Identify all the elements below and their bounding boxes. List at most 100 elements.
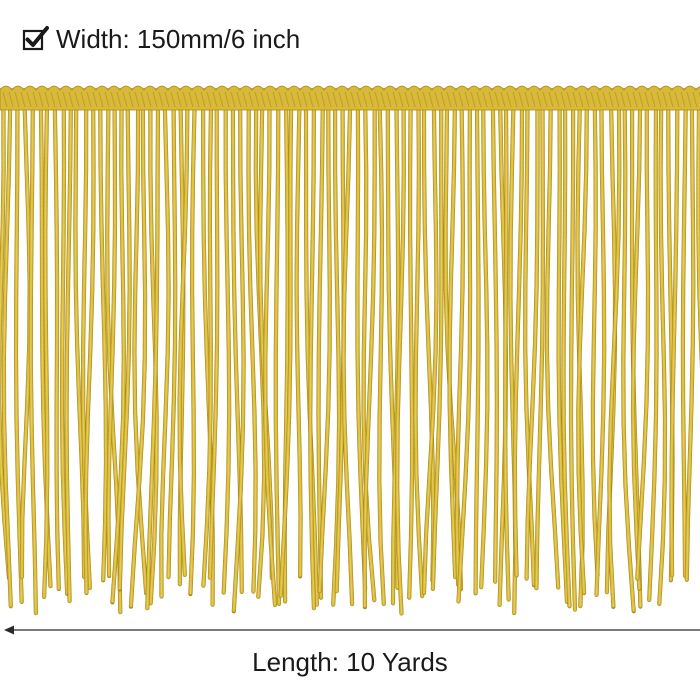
fringe-band-weave — [686, 91, 692, 108]
fringe-band-weave — [98, 91, 104, 108]
fringe-band-weave — [536, 91, 542, 108]
fringe-strand-highlight — [74, 105, 85, 577]
fringe-strand-highlight — [682, 105, 687, 576]
fringe-band-weave — [254, 91, 260, 108]
fringe-strand-highlight — [0, 105, 10, 579]
fringe-strand-highlight — [309, 105, 315, 609]
fringe-strand-highlight — [202, 105, 212, 586]
fringe-band-weave — [302, 91, 308, 108]
fringe-strand-highlight — [111, 105, 125, 603]
fringe-band-weave — [290, 91, 296, 108]
fringe-strand-highlight — [423, 105, 437, 594]
fringe-band-weave — [578, 91, 584, 108]
fringe-band-weave — [626, 91, 632, 108]
fringe-band-weave — [422, 91, 428, 108]
fringe-strand-highlight — [168, 105, 176, 578]
fringe-band-weave — [38, 91, 44, 108]
fringe-band-weave — [266, 91, 272, 108]
fringe-strand-highlight — [356, 105, 366, 589]
checkbox-checked-icon — [22, 26, 49, 51]
fringe-band-weave — [404, 91, 410, 108]
fringe-band-weave — [308, 91, 314, 108]
fringe-strand-highlight — [248, 105, 257, 592]
fringe-band-weave — [140, 91, 146, 108]
fringe-band-weave — [272, 91, 278, 108]
fringe-strand-highlight — [280, 105, 292, 597]
fringe-strand-highlight — [363, 105, 375, 601]
fringe-band-weave — [20, 91, 26, 108]
fringe-strand-highlight — [492, 105, 498, 582]
fringe-strand-highlight — [133, 105, 147, 594]
fringe-band-weave — [392, 91, 398, 108]
fringe-band-weave — [380, 91, 386, 108]
fringe-strand-highlight — [209, 105, 218, 578]
fringe-strand-highlight — [526, 106, 538, 579]
fringe-strand-highlight — [296, 105, 302, 577]
fringe-band-weave — [476, 91, 482, 108]
fringe-band-weave — [416, 91, 422, 108]
fringe-band-weave — [194, 91, 200, 108]
fringe-band-weave — [80, 91, 86, 108]
fringe-strand-highlight — [378, 105, 385, 605]
fringe-strand-highlight — [475, 105, 479, 594]
fringe-band-weave — [554, 91, 560, 108]
fringe-strand-highlight — [458, 105, 471, 602]
fringe-band-weave — [116, 91, 122, 108]
fringe-band-weave — [656, 91, 662, 108]
fringe-band-weave — [86, 91, 92, 108]
fringe-strand-highlight — [223, 106, 230, 593]
fringe-strand-highlight — [648, 105, 657, 600]
fringe-strand-highlight — [130, 105, 146, 607]
fringe-band-weave — [590, 91, 596, 108]
fringe-band-weave — [644, 91, 650, 108]
fringe-strand-highlight — [592, 105, 598, 576]
fringe-strand-highlight — [119, 105, 131, 590]
fringe-band-weave — [350, 91, 356, 108]
fringe-band-weave — [200, 91, 206, 108]
fringe-band-weave — [566, 91, 572, 108]
fringe-band-weave — [494, 91, 500, 108]
fringe-band-weave — [62, 91, 68, 108]
fringe-band-weave — [314, 91, 320, 108]
fringe-strand-highlight — [504, 105, 510, 600]
fringe-band-weave — [374, 91, 380, 108]
fringe-band-weave — [506, 91, 512, 108]
fringe-band-weave — [608, 91, 614, 108]
fringe-strand-highlight — [432, 106, 442, 589]
fringe-band-weave — [344, 91, 350, 108]
fringe-band-weave — [104, 91, 110, 108]
fringe-strand-highlight — [456, 105, 464, 585]
fringe-band-weave — [434, 91, 440, 108]
fringe-band-weave — [398, 91, 404, 108]
fringe-band-weave — [614, 91, 620, 108]
fringe-strand-highlight — [514, 105, 523, 576]
fringe-band-weave — [560, 91, 566, 108]
fringe-band-weave — [146, 91, 152, 108]
fringe-band-weave — [440, 91, 446, 108]
fringe-strand-highlight — [160, 105, 170, 597]
fringe-band-weave — [158, 91, 164, 108]
fringe-strand-highlight — [671, 105, 678, 576]
fringe-band-weave — [446, 91, 452, 108]
fringe-band-weave — [650, 91, 656, 108]
fringe-band-weave — [662, 91, 668, 108]
fringe-strand-highlight — [558, 105, 568, 602]
fringe-band-weave — [356, 91, 362, 108]
fringe-strand-highlight — [535, 105, 544, 589]
length-label: Length: 10 Yards — [252, 647, 448, 677]
fringe-strand-highlight — [480, 105, 488, 588]
fringe-band-weave — [386, 91, 392, 108]
fringe-band-weave — [524, 91, 530, 108]
fringe-strand-highlight — [396, 105, 405, 614]
fringe-band-weave — [134, 91, 140, 108]
fringe-strand-highlight — [423, 105, 434, 581]
fringe-strand-highlight — [570, 106, 576, 610]
fringe-band-weave — [176, 91, 182, 108]
fringe-strands — [0, 103, 700, 616]
fringe-strand-highlight — [697, 105, 700, 326]
arrow-left-icon — [4, 625, 700, 635]
fringe-strand-highlight — [415, 105, 423, 597]
fringe-band-weave — [212, 91, 218, 108]
